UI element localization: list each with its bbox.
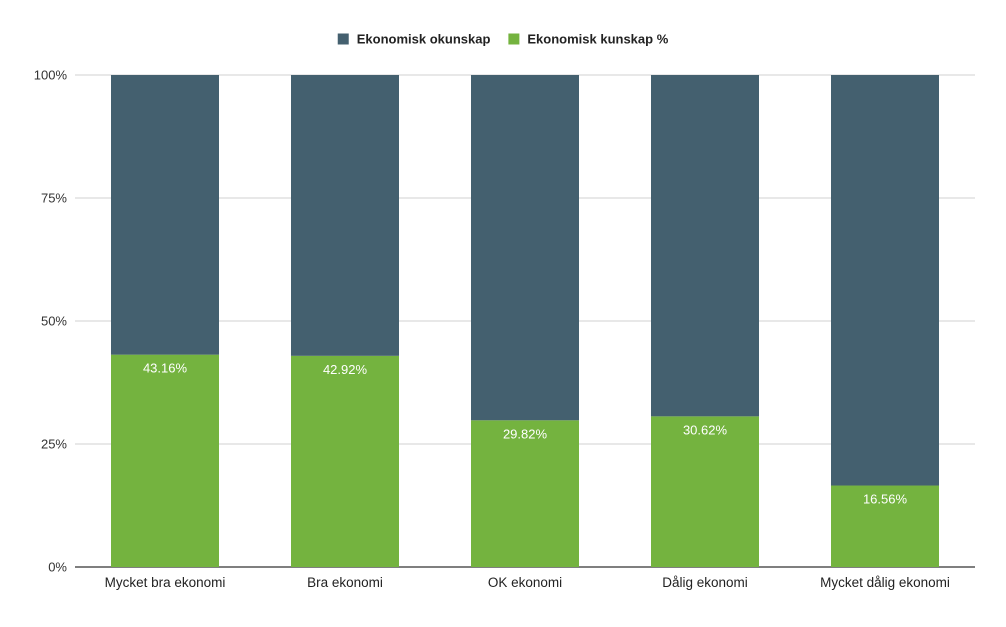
bar-ekonomisk-kunskap-pct <box>831 485 939 567</box>
x-category-label: OK ekonomi <box>488 575 562 590</box>
y-tick-label: 0% <box>48 560 67 575</box>
legend-label: Ekonomisk okunskap <box>357 32 491 47</box>
bar-ekonomisk-kunskap-pct <box>111 354 219 567</box>
bar-ekonomisk-okunskap <box>291 75 399 356</box>
bar-ekonomisk-okunskap <box>831 75 939 486</box>
legend-swatch <box>337 33 349 45</box>
data-label: 16.56% <box>863 492 908 507</box>
bar-ekonomisk-kunskap-pct <box>651 416 759 567</box>
bar-ekonomisk-okunskap <box>651 75 759 417</box>
data-label: 30.62% <box>683 422 728 437</box>
y-tick-label: 50% <box>41 314 67 329</box>
y-tick-label: 25% <box>41 437 67 452</box>
legend-swatch <box>508 33 520 45</box>
bar-ekonomisk-okunskap <box>111 75 219 355</box>
legend-item-ekonomisk-kunskap-pct: Ekonomisk kunskap % <box>508 32 669 47</box>
x-category-label: Bra ekonomi <box>307 575 383 590</box>
x-category-label: Mycket bra ekonomi <box>105 575 226 590</box>
legend-item-ekonomisk-okunskap: Ekonomisk okunskap <box>337 32 491 47</box>
x-category-label: Dålig ekonomi <box>662 575 748 590</box>
y-axis-ticks: 0% 25% 50% 75% 100% <box>34 68 68 575</box>
x-category-label: Mycket dålig ekonomi <box>820 575 950 590</box>
x-axis-categories: Mycket bra ekonomi Bra ekonomi OK ekonomi D… <box>105 575 950 590</box>
y-tick-label: 100% <box>34 68 68 83</box>
data-labels: 43.16% 42.92% 29.82% 30.62% 16.56% <box>143 361 908 507</box>
data-label: 43.16% <box>143 361 188 376</box>
data-label: 29.82% <box>503 426 548 441</box>
bars <box>111 75 939 567</box>
bar-ekonomisk-kunskap-pct <box>471 420 579 567</box>
legend: Ekonomisk okunskap Ekonomisk kunskap % <box>337 32 669 47</box>
data-label: 42.92% <box>323 362 368 377</box>
bar-ekonomisk-okunskap <box>471 75 579 421</box>
bar-ekonomisk-kunskap-pct <box>291 355 399 567</box>
legend-label: Ekonomisk kunskap % <box>527 32 668 47</box>
y-tick-label: 75% <box>41 191 67 206</box>
